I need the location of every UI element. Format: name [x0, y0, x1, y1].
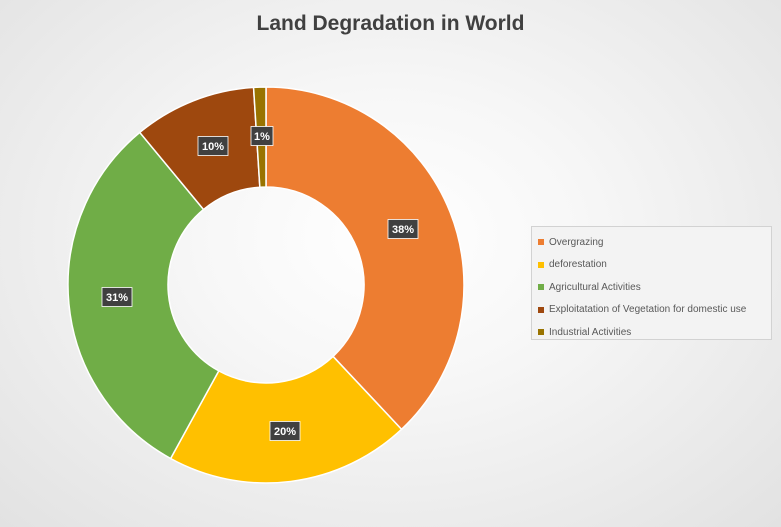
legend-label-overgrazing: Overgrazing: [549, 236, 604, 248]
chart-title: Land Degradation in World: [256, 12, 525, 35]
data-label-deforestation: 20%: [269, 421, 301, 441]
slice-deforestation[interactable]: [169, 355, 403, 484]
donut-data-labels: 38% 20% 31% 10% 1%: [101, 126, 419, 441]
legend-item-deforestation[interactable]: deforestation: [538, 254, 771, 277]
data-label-box: [101, 287, 133, 307]
legend-item-agricultural-activities[interactable]: Agricultural Activities: [538, 276, 771, 299]
legend-label-exploitation-of-vegetation: Exploitatation of Vegetation for domesti…: [549, 304, 747, 316]
legend-swatch-deforestation: [538, 261, 544, 268]
data-label-text: 20%: [274, 426, 296, 438]
legend-label-deforestation: deforestation: [549, 259, 607, 271]
data-label-box: [269, 421, 301, 441]
legend-swatch-industrial-activities: [538, 329, 544, 336]
legend-item-overgrazing[interactable]: Overgrazing: [538, 231, 771, 254]
legend-label-industrial-activities: Industrial Activities: [549, 326, 632, 338]
data-label-box: [197, 136, 229, 156]
data-label-text: 1%: [254, 131, 270, 143]
legend-item-exploitation-of-vegetation[interactable]: Exploitatation of Vegetation for domesti…: [538, 299, 771, 322]
data-label-exploitation-of-vegetation: 10%: [197, 136, 229, 156]
legend-item-industrial-activities[interactable]: Industrial Activities: [538, 321, 771, 344]
data-label-text: 38%: [392, 224, 414, 236]
legend-swatch-exploitation-of-vegetation: [538, 306, 544, 313]
data-label-overgrazing: 38%: [387, 219, 419, 239]
slice-agricultural-activities[interactable]: [67, 131, 220, 460]
data-label-agricultural-activities: 31%: [101, 287, 133, 307]
data-label-box: [250, 126, 274, 146]
donut-slices: [67, 86, 465, 484]
data-label-industrial-activities: 1%: [250, 126, 274, 146]
data-label-text: 31%: [106, 292, 128, 304]
legend: Overgrazing deforestation Agricultural A…: [531, 226, 772, 340]
legend-swatch-agricultural-activities: [538, 284, 544, 291]
data-label-box: [387, 219, 419, 239]
slice-overgrazing[interactable]: [265, 86, 465, 431]
legend-label-agricultural-activities: Agricultural Activities: [549, 281, 641, 293]
legend-swatch-overgrazing: [538, 239, 544, 246]
data-label-text: 10%: [202, 141, 224, 153]
